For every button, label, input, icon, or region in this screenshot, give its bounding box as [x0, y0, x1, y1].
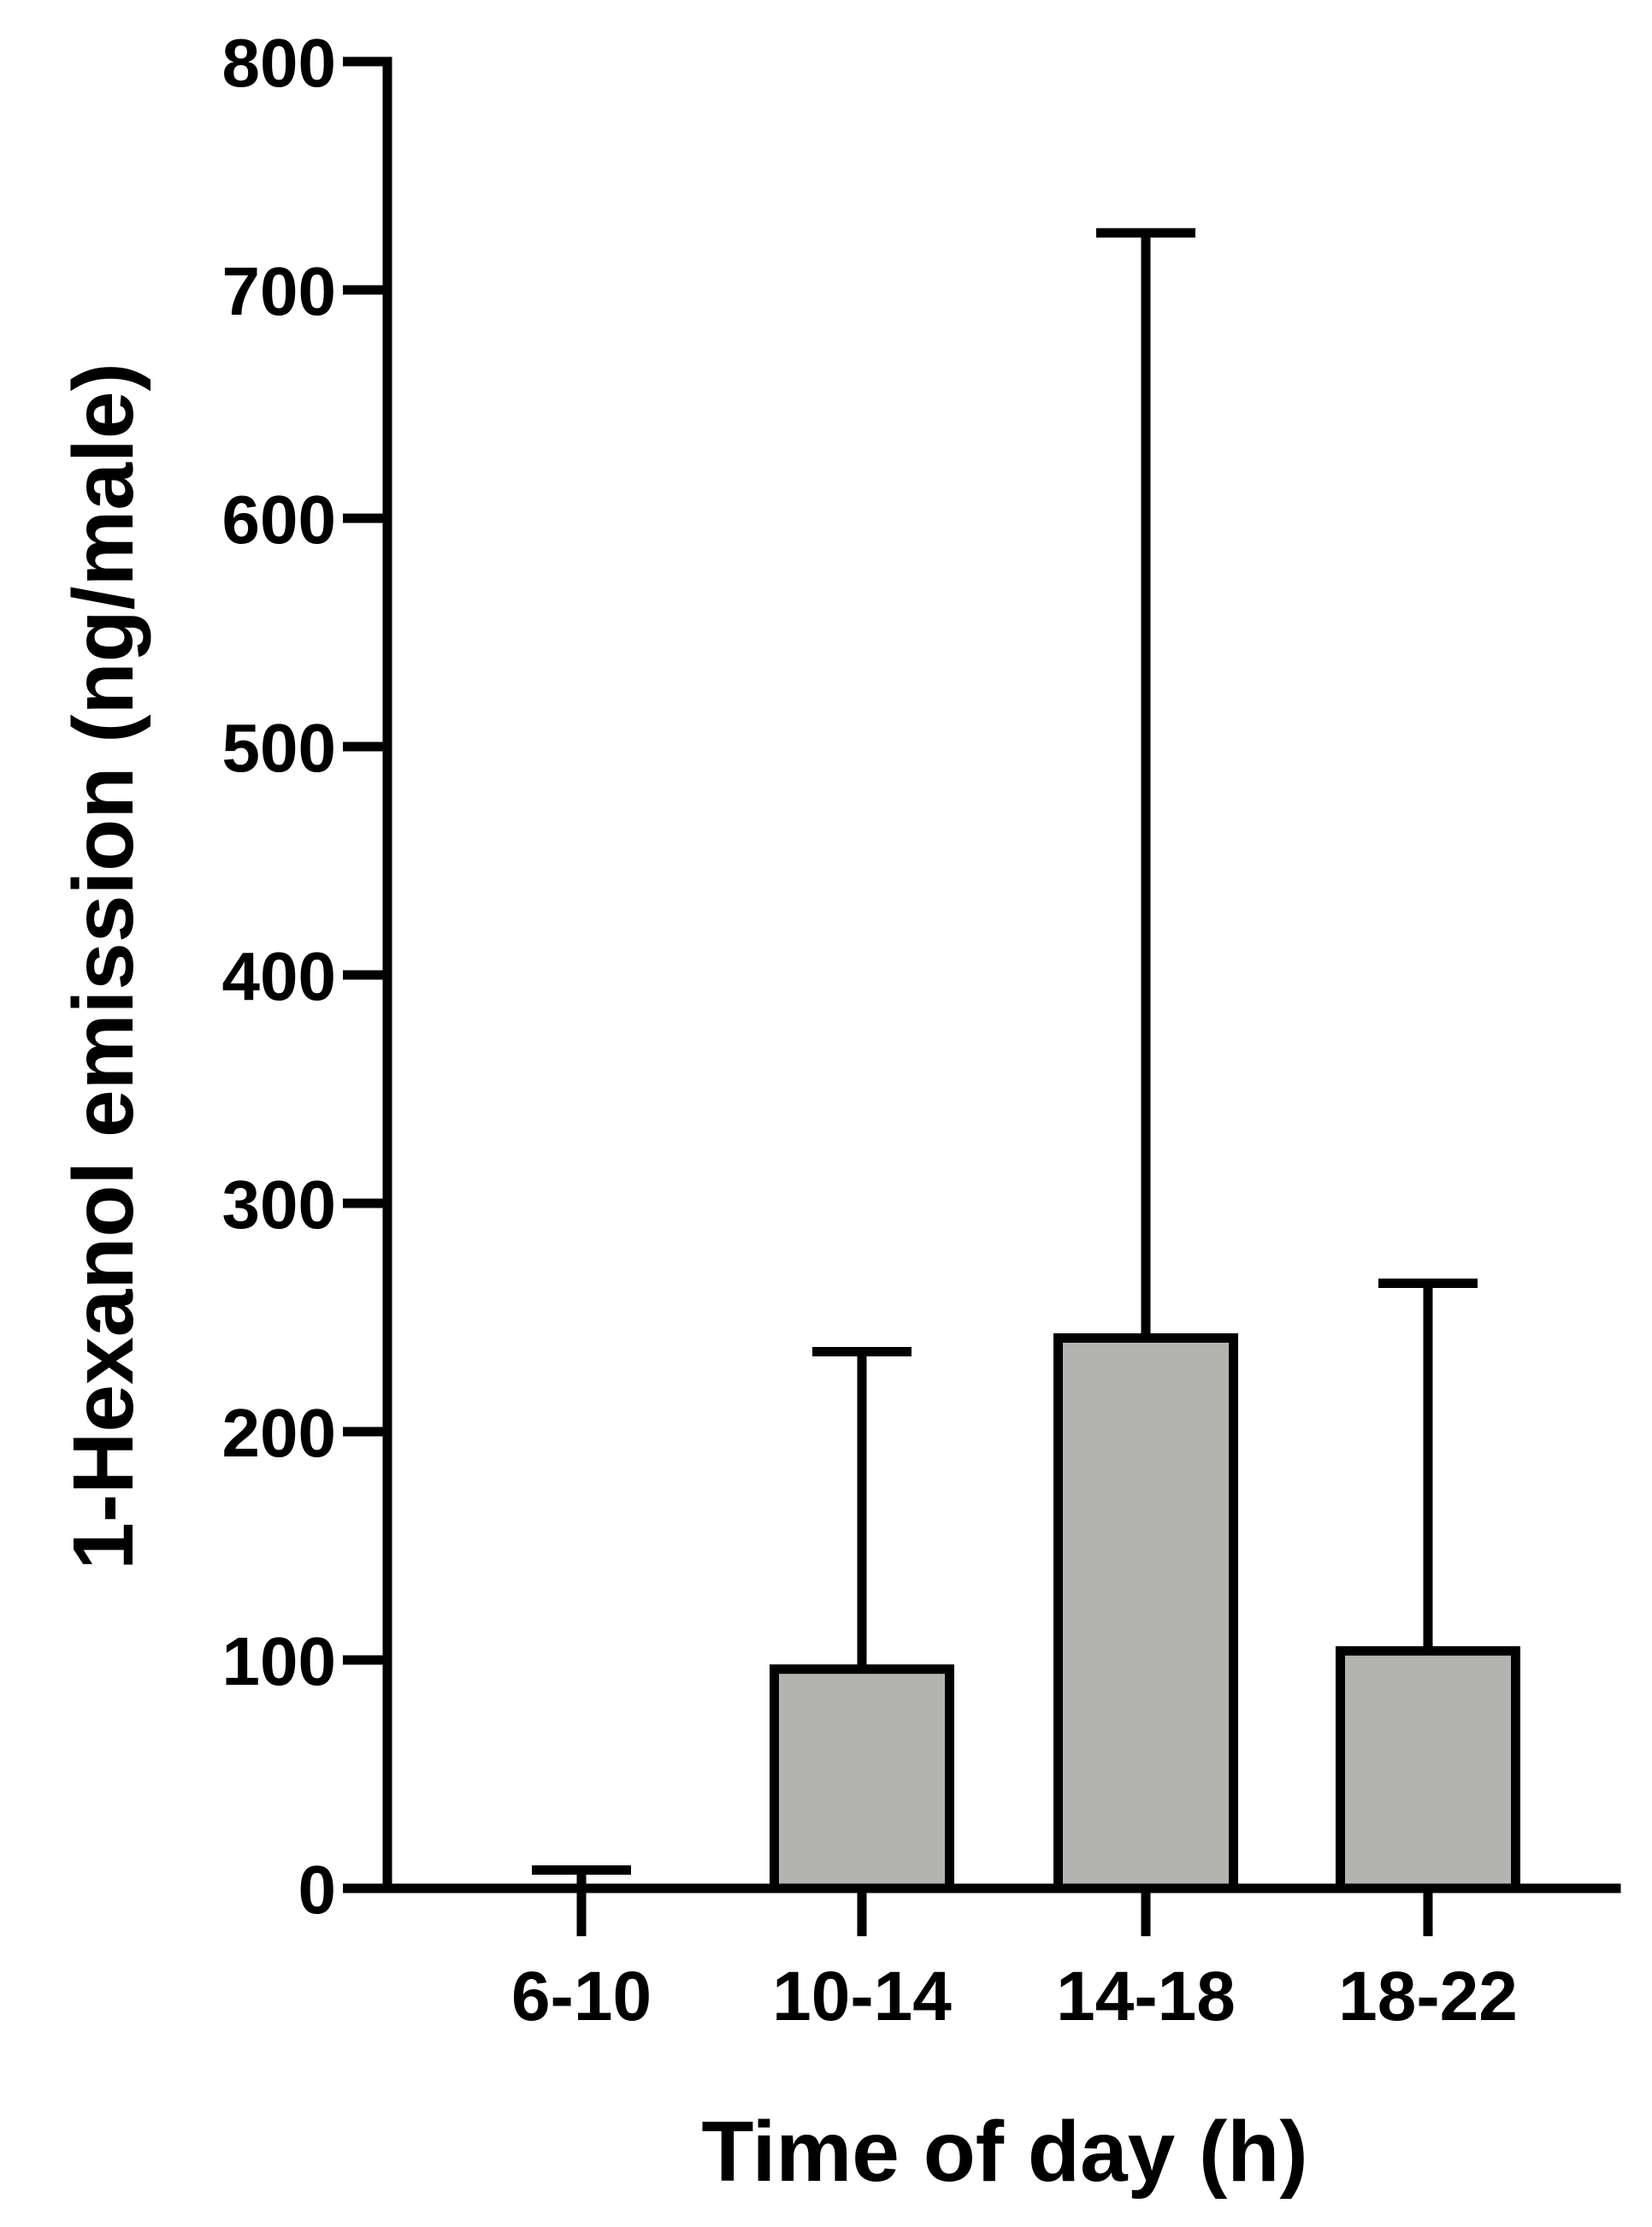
bars-layer — [532, 227, 1520, 1893]
y-tick-label: 300 — [222, 1167, 336, 1243]
y-tick-label: 0 — [298, 1852, 337, 1928]
x-axis-title: Time of day (h) — [701, 2104, 1307, 2200]
x-tick-label: 18-22 — [1338, 1958, 1518, 2035]
y-tick-label: 700 — [222, 253, 336, 329]
y-ticks: 0 100 200 300 400 500 600 700 800 — [222, 25, 387, 1928]
y-tick-label: 200 — [222, 1395, 336, 1471]
y-tick-label: 500 — [222, 710, 336, 786]
x-tick-label: 14-18 — [1056, 1958, 1236, 2035]
bar — [1336, 1645, 1520, 1893]
y-axis-title: 1-Hexanol emission (ng/male) — [56, 363, 151, 1569]
bar — [770, 1664, 954, 1893]
bar — [1053, 1333, 1238, 1893]
y-tick-label: 600 — [222, 481, 336, 558]
x-tick-label: 6-10 — [511, 1958, 652, 2035]
y-tick-label: 400 — [222, 938, 336, 1014]
y-tick-label: 800 — [222, 25, 336, 101]
y-tick-label: 100 — [222, 1623, 336, 1699]
x-tick-label: 10-14 — [772, 1958, 952, 2035]
x-ticks: 6-10 10-14 14-18 18-22 — [511, 1888, 1518, 2035]
